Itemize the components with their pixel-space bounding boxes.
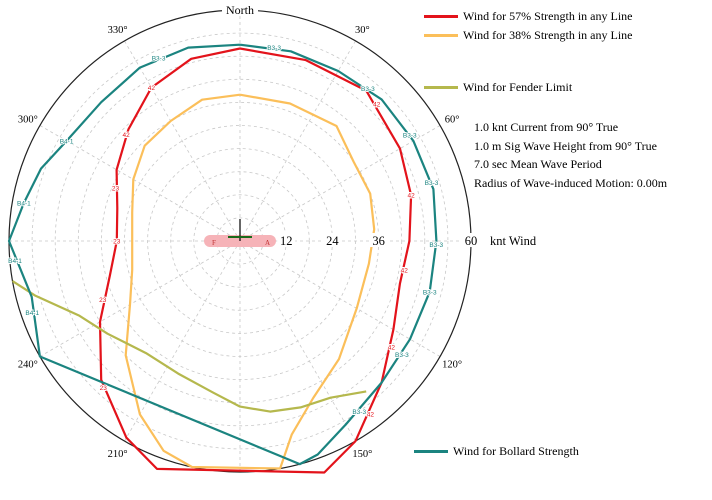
legend-label: Wind for 57% Strength in any Line [463, 9, 633, 23]
vessel-aft-label: A [265, 239, 270, 247]
series-inline-label: 23 [99, 297, 107, 304]
angle-tick-label: 240° [18, 359, 38, 370]
series-inline-label: B3-3 [423, 289, 437, 296]
current-condition: 1.0 knt Current from 90° True [474, 120, 619, 134]
radial-unit-label: knt Wind [490, 234, 537, 248]
angle-tick-label: 330° [108, 25, 128, 36]
radial-label-bg [277, 233, 296, 247]
series-line-3 [7, 43, 438, 466]
labels-layer: 4242424242232323234242B3-3B3-3B3-3B3-3B3… [7, 2, 537, 460]
legend-item-fender-limit: Wind for Fender Limit [424, 80, 572, 95]
radial-tick-label: 12 [280, 234, 293, 248]
grid-spoke [124, 40, 241, 242]
angle-tick-label: 120° [442, 359, 462, 370]
angle-tick-label: 300° [18, 115, 38, 126]
radial-label-bg [323, 233, 342, 247]
grid-spoke [239, 240, 356, 442]
angle-tick-label: 210° [108, 449, 128, 460]
north-label: North [226, 3, 254, 17]
legend-swatch [414, 450, 448, 453]
series-line-1 [124, 93, 376, 470]
grid-spoke [239, 125, 441, 242]
series-inline-label: B3-3 [267, 45, 281, 52]
series-inline-label: 42 [388, 345, 396, 352]
legend-swatch [424, 34, 458, 37]
north-label-bg [222, 2, 258, 16]
series-inline-label: 23 [100, 385, 108, 392]
grid-spoke [39, 240, 241, 357]
series-inline-label: B4-1 [8, 258, 22, 265]
series-inline-label: B3-3 [352, 409, 366, 416]
angle-tick-label: 30° [355, 25, 370, 36]
series-inline-label: 42 [122, 132, 130, 139]
legend-item-38-strength: Wind for 38% Strength in any Line [424, 28, 632, 43]
series-inline-label: B4-1 [17, 200, 31, 207]
grid-ring [170, 171, 310, 311]
legend-label: Wind for Bollard Strength [453, 444, 579, 458]
wave-motion-radius: Radius of Wave-induced Motion: 0.00m [474, 175, 668, 190]
grid-ring [54, 55, 426, 427]
radial-tick-label: 60 [465, 234, 478, 248]
series-inline-label: 42 [401, 268, 409, 275]
legend-swatch [424, 15, 458, 18]
wave-period-condition: 7.0 sec Mean Wave Period [474, 157, 602, 171]
series-inline-label: 42 [407, 193, 415, 200]
grid-spoke [239, 240, 441, 357]
legend-swatch [424, 86, 458, 89]
legend-item-bollard-strength: Wind for Bollard Strength [414, 444, 579, 459]
angle-tick-label: 150° [352, 449, 372, 460]
series-inline-label: 42 [367, 412, 375, 419]
series-inline-label: 42 [373, 102, 381, 109]
grid-ring [31, 32, 449, 450]
series-inline-label: B3-3 [403, 132, 417, 139]
series-inline-label: 42 [148, 85, 156, 92]
series-inline-label: B4-1 [60, 138, 74, 145]
angle-tick-label: 60° [445, 115, 460, 126]
series-inline-label: B3-3 [395, 352, 409, 359]
series-line-0 [98, 47, 413, 474]
vessel-forward-label: F [212, 239, 216, 247]
grid-ring [77, 78, 403, 404]
series-inline-label: B3-3 [361, 86, 375, 93]
series-line-2 [11, 280, 367, 413]
legend-label: Wind for 38% Strength in any Line [463, 28, 633, 42]
radial-label-bg [369, 233, 388, 247]
series-inline-label: B3-3 [152, 56, 166, 63]
conditions-panel: 1.0 knt Current from 90° True 1.0 m Sig … [474, 118, 667, 192]
series-inline-label: 23 [112, 186, 120, 193]
series-inline-label: B3-3 [425, 180, 439, 187]
series-inline-label: 23 [113, 239, 121, 246]
wave-height-condition: 1.0 m Sig Wave Height from 90° True [474, 138, 657, 153]
series-inline-label: B3-3 [429, 242, 443, 249]
grid-spoke [39, 125, 241, 242]
series-inline-label: B4-1 [25, 310, 39, 317]
radial-tick-label: 24 [326, 234, 339, 248]
radial-label-bg [462, 233, 480, 247]
legend-label: Wind for Fender Limit [463, 80, 573, 94]
grid-spoke [124, 240, 241, 442]
radial-tick-label: 36 [372, 234, 385, 248]
legend-item-57-strength: Wind for 57% Strength in any Line [424, 9, 632, 24]
series-layer [7, 43, 438, 474]
